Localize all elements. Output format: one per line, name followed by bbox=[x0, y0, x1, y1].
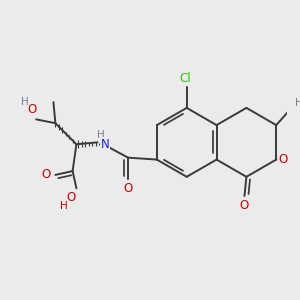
Text: H: H bbox=[98, 130, 105, 140]
Text: O: O bbox=[41, 168, 50, 182]
Text: O: O bbox=[240, 199, 249, 212]
Text: O: O bbox=[28, 103, 37, 116]
Text: H: H bbox=[295, 98, 300, 108]
Text: O: O bbox=[66, 191, 75, 204]
Text: O: O bbox=[124, 182, 133, 195]
Text: N: N bbox=[101, 138, 110, 151]
Text: H: H bbox=[60, 200, 68, 211]
Text: H: H bbox=[21, 97, 28, 107]
Text: Cl: Cl bbox=[179, 72, 190, 85]
Text: O: O bbox=[278, 153, 288, 166]
